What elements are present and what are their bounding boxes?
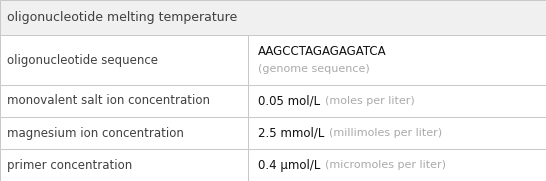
Bar bbox=[248, 35, 546, 85]
Text: (millimoles per liter): (millimoles per liter) bbox=[329, 128, 442, 138]
Bar bbox=[0, 0, 546, 35]
Text: oligonucleotide sequence: oligonucleotide sequence bbox=[7, 54, 158, 66]
Bar bbox=[0, 117, 248, 149]
Text: primer concentration: primer concentration bbox=[7, 159, 132, 172]
Text: AAGCCTAGAGAGATCA: AAGCCTAGAGAGATCA bbox=[258, 45, 387, 58]
Bar bbox=[0, 149, 248, 181]
Bar bbox=[0, 85, 248, 117]
Text: 0.05 mol/L: 0.05 mol/L bbox=[258, 94, 321, 108]
Text: (genome sequence): (genome sequence) bbox=[258, 64, 370, 73]
Text: magnesium ion concentration: magnesium ion concentration bbox=[7, 127, 183, 140]
Text: monovalent salt ion concentration: monovalent salt ion concentration bbox=[7, 94, 210, 108]
Text: 2.5 mmol/L: 2.5 mmol/L bbox=[258, 127, 325, 140]
Bar bbox=[0, 35, 248, 85]
Text: 0.4 μmol/L: 0.4 μmol/L bbox=[258, 159, 321, 172]
Bar bbox=[248, 117, 546, 149]
Text: oligonucleotide melting temperature: oligonucleotide melting temperature bbox=[7, 11, 237, 24]
Bar bbox=[248, 149, 546, 181]
Text: (micromoles per liter): (micromoles per liter) bbox=[325, 160, 446, 170]
Text: (moles per liter): (moles per liter) bbox=[325, 96, 414, 106]
Bar bbox=[248, 85, 546, 117]
